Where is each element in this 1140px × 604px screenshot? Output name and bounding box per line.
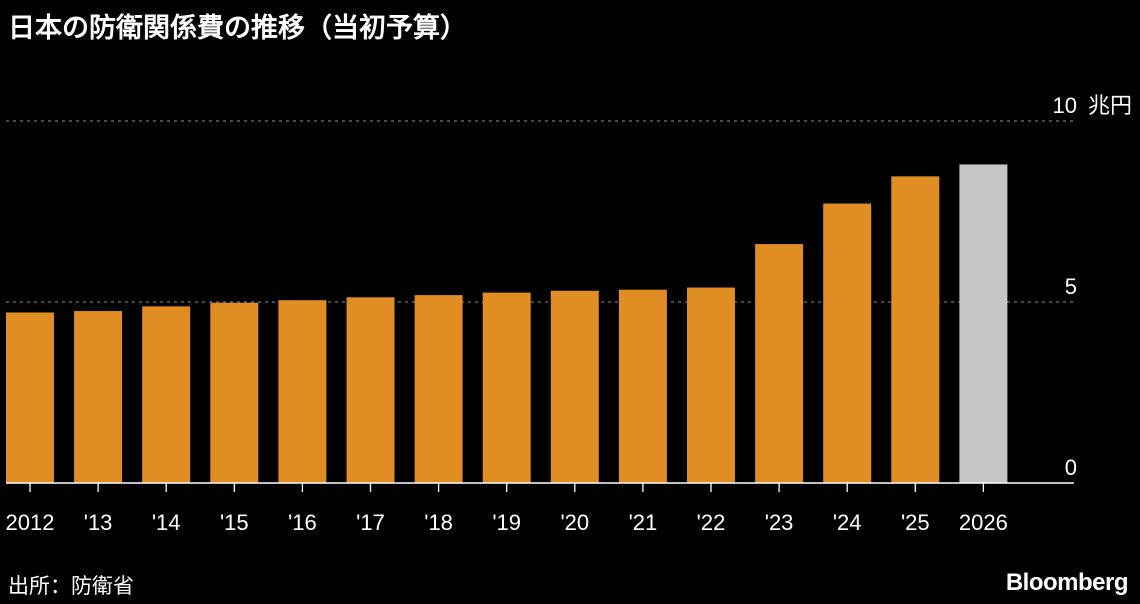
bar-0: [6, 312, 54, 483]
bar-2: [142, 306, 191, 483]
x-tick-label: '15: [220, 510, 249, 535]
x-tick-label: '18: [424, 510, 453, 535]
x-tick-label: '16: [288, 510, 317, 535]
bar-1: [74, 311, 123, 483]
x-tick-label: 2026: [959, 510, 1008, 535]
x-tick-label: '19: [492, 510, 521, 535]
x-tick-label: '21: [629, 510, 658, 535]
y-tick-label: 5: [1065, 274, 1077, 299]
y-tick-label: 0: [1065, 455, 1077, 480]
bars: [6, 164, 1008, 484]
x-tick-label: '23: [765, 510, 794, 535]
x-tick-label: '13: [84, 510, 113, 535]
bar-14: [959, 164, 1008, 483]
y-tick-label: 10: [1053, 93, 1077, 118]
bar-8: [550, 290, 599, 483]
bar-10: [687, 287, 735, 483]
x-tick-label: '24: [833, 510, 862, 535]
x-tick-label: '20: [560, 510, 589, 535]
x-axis: [6, 482, 1074, 492]
bar-4: [278, 300, 327, 483]
x-tick-label: '14: [152, 510, 181, 535]
bar-12: [823, 203, 872, 483]
x-tick-label: 2012: [6, 510, 55, 535]
x-tick-label: '22: [697, 510, 726, 535]
bar-6: [414, 295, 463, 483]
bar-9: [618, 289, 667, 483]
bar-7: [482, 292, 531, 483]
bloomberg-logo: Bloomberg: [1005, 569, 1129, 596]
tick-labels: 0 5 10 兆円 2012 '13 '14 '15 '16 '17 '18 '19 '20 '21 '22…: [6, 93, 1132, 535]
x-tick-label: '17: [356, 510, 385, 535]
bar-13: [891, 176, 940, 484]
bar-3: [210, 302, 259, 483]
bar-5: [346, 297, 395, 483]
x-tick-label: '25: [901, 510, 930, 535]
y-unit-label: 兆円: [1088, 93, 1132, 118]
source-note: 出所：防衛省: [8, 574, 134, 598]
chart-title: 日本の防衛関係費の推移（当初予算）: [8, 13, 467, 44]
bar-11: [755, 244, 804, 483]
